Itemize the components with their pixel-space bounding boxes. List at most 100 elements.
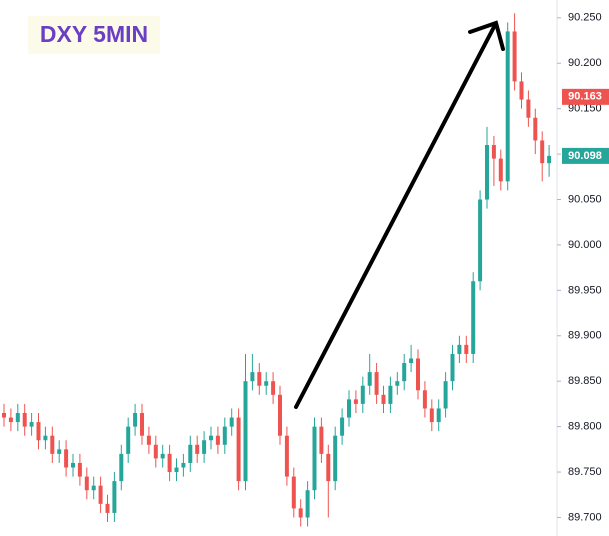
price-tag-label: 90.098 <box>568 150 602 162</box>
candle-body <box>57 449 62 454</box>
candle-body <box>2 412 6 418</box>
candle-body <box>278 394 282 436</box>
candle-body <box>8 417 13 423</box>
candle-body <box>402 363 407 382</box>
arrow-shaft <box>294 23 497 409</box>
candle-body <box>491 144 496 159</box>
price-tag <box>562 147 609 164</box>
candle-body <box>395 381 400 386</box>
candle-body <box>29 422 34 427</box>
candle-body <box>505 31 510 182</box>
candle-body <box>133 412 138 427</box>
candle-body <box>340 417 345 436</box>
candle-body <box>333 435 338 482</box>
candle-body <box>540 140 545 164</box>
y-tick-label: 89.700 <box>568 511 602 523</box>
candle-body <box>119 453 124 482</box>
y-tick-label: 90.050 <box>568 193 602 205</box>
candle-body <box>416 358 420 391</box>
candle-body <box>526 99 531 118</box>
y-tick-label: 89.850 <box>568 375 602 387</box>
candle-body <box>533 117 538 141</box>
y-tick-label: 90.150 <box>568 103 602 115</box>
candle-body <box>409 358 414 364</box>
y-tick-label: 90.250 <box>568 12 602 24</box>
candle-body <box>98 485 103 504</box>
y-tick-label: 89.750 <box>568 466 602 478</box>
y-tick-label: 89.900 <box>568 330 602 342</box>
candle-body <box>71 462 75 468</box>
candle-body <box>443 381 448 409</box>
candle-body <box>140 412 144 436</box>
candle-body <box>498 158 503 182</box>
candle-body <box>222 426 227 445</box>
candle-body <box>257 372 262 386</box>
candle-body <box>64 449 69 468</box>
arrow-head <box>468 20 505 51</box>
candle-body <box>464 344 469 354</box>
candle-body <box>209 435 213 441</box>
candle-body <box>388 385 393 404</box>
candle-body <box>146 435 151 445</box>
candle-body <box>429 408 434 423</box>
candle-body <box>50 435 55 454</box>
candle-body <box>112 481 117 513</box>
candle-body <box>457 344 462 354</box>
candle-body <box>326 453 331 482</box>
candle-body <box>284 435 289 477</box>
candle-body <box>298 508 303 518</box>
candle-body <box>436 408 441 423</box>
candle-body <box>367 372 372 386</box>
candle-body <box>347 399 351 418</box>
candle-body <box>312 426 317 491</box>
candle-body <box>160 453 165 459</box>
y-tick-label: 89.950 <box>568 284 602 296</box>
chart-title: DXY 5MIN <box>40 21 148 47</box>
arrow <box>294 20 505 409</box>
title-box <box>28 16 160 54</box>
candle-body <box>167 453 172 473</box>
candle-body <box>374 372 379 395</box>
candle-body <box>174 467 179 473</box>
candle-body <box>236 417 241 482</box>
candle-body <box>271 381 276 395</box>
candle-body <box>381 394 386 404</box>
candle-body <box>360 385 365 404</box>
candle-body <box>547 155 552 164</box>
candle-body <box>264 381 269 386</box>
candle-body <box>126 426 131 454</box>
candle-body <box>36 422 41 441</box>
plot-area <box>2 13 552 527</box>
candle-body <box>250 372 255 382</box>
candle-body <box>215 435 220 445</box>
candle-body <box>84 476 89 491</box>
candle-body <box>153 444 158 459</box>
candle-body <box>450 353 455 382</box>
y-tick-label: 90.200 <box>568 57 602 69</box>
candle-body <box>478 199 483 282</box>
candle-body <box>188 444 193 463</box>
candle-body <box>43 435 48 441</box>
candle-body <box>77 462 82 477</box>
candle-body <box>181 462 186 468</box>
candle-body <box>91 485 96 491</box>
price-tag <box>562 88 609 105</box>
candle-body <box>422 390 427 409</box>
y-tick-label: 89.800 <box>568 421 602 433</box>
candle-body <box>512 31 517 82</box>
candle-body <box>319 426 324 454</box>
candle-body <box>22 412 27 427</box>
candle-body <box>195 444 200 454</box>
candle-body <box>353 399 358 404</box>
candle-body <box>15 412 20 423</box>
candle-body <box>202 440 207 454</box>
candle-body <box>471 281 476 354</box>
candle-body <box>291 476 296 509</box>
candle-body <box>485 144 489 200</box>
price-tag-label: 90.163 <box>568 91 602 103</box>
candle-body <box>243 381 248 482</box>
y-tick-label: 90.000 <box>568 239 602 251</box>
candle-body <box>105 503 110 513</box>
